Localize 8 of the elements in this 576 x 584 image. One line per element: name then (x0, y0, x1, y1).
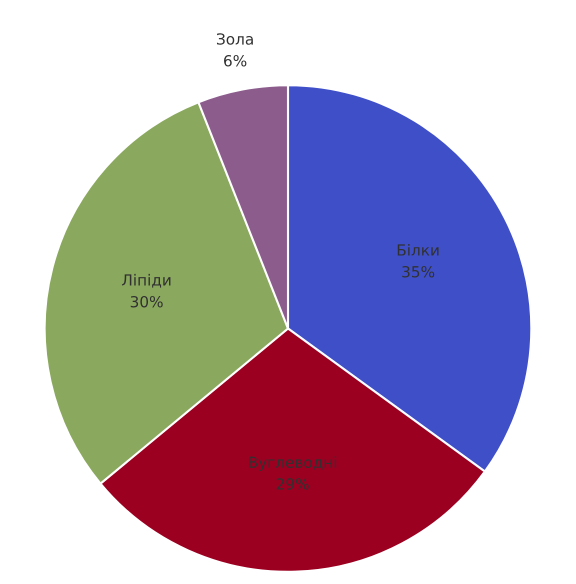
data-label: 29% (276, 478, 309, 490)
data-label: 35% (402, 266, 434, 278)
data-label: 30% (130, 296, 163, 308)
slice-label: Ліпіди (122, 274, 170, 288)
slice-label: Вуглеводні (249, 456, 336, 471)
slice-label: Білки (398, 244, 439, 256)
slice-label: Зола (216, 33, 253, 45)
data-label: 6% (224, 54, 246, 67)
